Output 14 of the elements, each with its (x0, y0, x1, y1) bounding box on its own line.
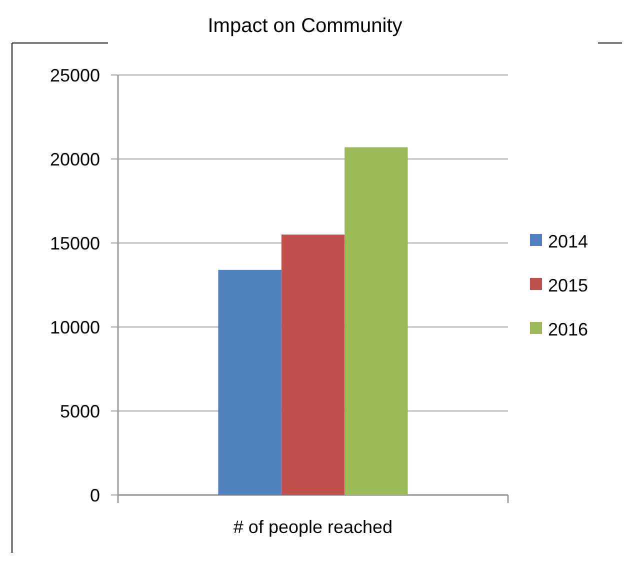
y-tick-label: 10000 (50, 317, 100, 338)
y-tick-label: 15000 (50, 233, 100, 254)
chart-title: Impact on Community (208, 15, 402, 37)
bar (344, 147, 408, 495)
legend-label: 2015 (548, 275, 588, 296)
bar (281, 234, 345, 495)
y-tick-label: 25000 (50, 65, 100, 86)
legend-label: 2016 (548, 319, 588, 340)
y-tick-label: 20000 (50, 149, 100, 170)
y-tick-label: 0 (90, 485, 100, 506)
bar (218, 270, 282, 495)
legend-label: 2014 (548, 231, 588, 252)
y-tick-label: 5000 (60, 401, 100, 422)
x-tick-label: # of people reached (233, 517, 393, 537)
